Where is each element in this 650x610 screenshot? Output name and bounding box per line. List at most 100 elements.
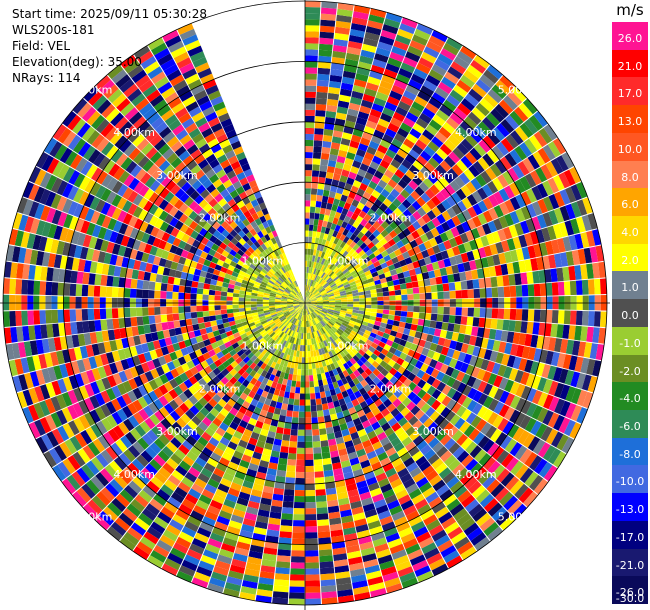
velocity-bin bbox=[345, 245, 353, 253]
velocity-bin bbox=[558, 172, 571, 189]
velocity-bin bbox=[284, 489, 295, 496]
velocity-bin bbox=[319, 288, 326, 293]
velocity-bin bbox=[315, 104, 327, 111]
velocity-bin bbox=[363, 256, 371, 264]
velocity-bin bbox=[424, 285, 432, 293]
velocity-bin bbox=[305, 301, 311, 303]
velocity-bin bbox=[324, 116, 336, 125]
velocity-bin bbox=[461, 289, 468, 299]
velocity-bin bbox=[238, 297, 245, 302]
velocity-bin bbox=[305, 465, 314, 473]
velocity-bin bbox=[310, 296, 316, 300]
velocity-bin bbox=[431, 64, 447, 77]
velocity-bin bbox=[490, 318, 498, 330]
velocity-bin bbox=[530, 170, 542, 186]
velocity-bin bbox=[184, 312, 192, 320]
velocity-bin bbox=[365, 273, 373, 280]
velocity-bin bbox=[293, 399, 300, 406]
velocity-bin bbox=[408, 164, 420, 176]
velocity-bin bbox=[154, 290, 161, 299]
velocity-bin bbox=[337, 2, 354, 11]
velocity-bin bbox=[369, 161, 380, 170]
velocity-bin bbox=[354, 278, 362, 284]
velocity-bin bbox=[322, 457, 332, 466]
velocity-bin bbox=[461, 221, 471, 233]
velocity-bin bbox=[330, 185, 338, 193]
velocity-bin bbox=[87, 285, 95, 297]
velocity-bin bbox=[375, 264, 383, 272]
velocity-bin bbox=[332, 173, 341, 181]
velocity-bin bbox=[423, 145, 436, 157]
velocity-bin bbox=[319, 164, 328, 172]
velocity-bin bbox=[321, 452, 331, 460]
velocity-bin bbox=[328, 80, 342, 89]
velocity-bin bbox=[305, 49, 319, 56]
velocity-bin bbox=[495, 241, 504, 254]
velocity-bin bbox=[305, 393, 311, 400]
velocity-bin bbox=[315, 250, 320, 257]
velocity-bin bbox=[196, 288, 204, 295]
velocity-bin bbox=[399, 283, 407, 290]
velocity-bin bbox=[351, 134, 362, 143]
velocity-bin bbox=[330, 256, 336, 264]
velocity-bin bbox=[324, 240, 330, 247]
velocity-bin bbox=[313, 249, 317, 256]
velocity-bin bbox=[514, 273, 522, 286]
velocity-bin bbox=[446, 248, 455, 258]
velocity-bin bbox=[451, 192, 462, 204]
velocity-bin bbox=[338, 200, 346, 208]
velocity-bin bbox=[339, 175, 348, 183]
velocity-bin bbox=[69, 309, 77, 322]
velocity-bin bbox=[289, 592, 305, 599]
velocity-bin bbox=[305, 236, 309, 243]
velocity-bin bbox=[305, 109, 315, 116]
velocity-bin bbox=[99, 308, 107, 320]
velocity-bin bbox=[355, 266, 363, 273]
velocity-bin bbox=[214, 295, 221, 301]
velocity-bin bbox=[418, 181, 430, 193]
velocity-bin bbox=[298, 411, 305, 418]
velocity-bin bbox=[553, 175, 565, 191]
velocity-bin bbox=[292, 532, 305, 539]
velocity-bin bbox=[316, 91, 328, 99]
velocity-bin bbox=[403, 218, 412, 228]
velocity-bin bbox=[305, 170, 312, 177]
velocity-bin bbox=[305, 91, 316, 98]
velocity-bin bbox=[319, 37, 334, 45]
velocity-bin bbox=[403, 138, 415, 149]
velocity-bin bbox=[312, 429, 320, 436]
velocity-bin bbox=[305, 224, 310, 231]
velocity-bin bbox=[437, 291, 444, 299]
velocity-bin bbox=[399, 316, 407, 323]
velocity-bin bbox=[305, 298, 310, 303]
velocity-bin bbox=[310, 297, 316, 301]
velocity-bin bbox=[581, 214, 592, 232]
velocity-bin bbox=[321, 239, 327, 246]
velocity-bin bbox=[357, 168, 367, 178]
velocity-bin bbox=[380, 250, 389, 258]
velocity-bin bbox=[325, 171, 334, 180]
velocity-bin bbox=[407, 305, 414, 312]
velocity-bin bbox=[569, 280, 577, 296]
velocity-bin bbox=[414, 95, 428, 108]
velocity-bin bbox=[210, 320, 218, 327]
velocity-bin bbox=[493, 205, 504, 218]
velocity-bin bbox=[389, 51, 405, 63]
velocity-bin bbox=[316, 256, 321, 263]
velocity-bin bbox=[173, 277, 181, 286]
velocity-bin bbox=[214, 305, 221, 311]
velocity-bin bbox=[526, 188, 538, 203]
velocity-bin bbox=[374, 150, 385, 160]
velocity-bin bbox=[515, 208, 526, 222]
velocity-bin bbox=[348, 267, 356, 274]
velocity-bin bbox=[502, 275, 510, 287]
velocity-bin bbox=[380, 220, 390, 230]
velocity-bin bbox=[352, 307, 360, 311]
velocity-bin bbox=[479, 288, 487, 298]
velocity-bin bbox=[343, 215, 351, 224]
velocity-bin bbox=[377, 85, 391, 96]
velocity-bin bbox=[500, 138, 514, 153]
velocity-bin bbox=[305, 146, 314, 153]
velocity-bin bbox=[315, 294, 322, 298]
